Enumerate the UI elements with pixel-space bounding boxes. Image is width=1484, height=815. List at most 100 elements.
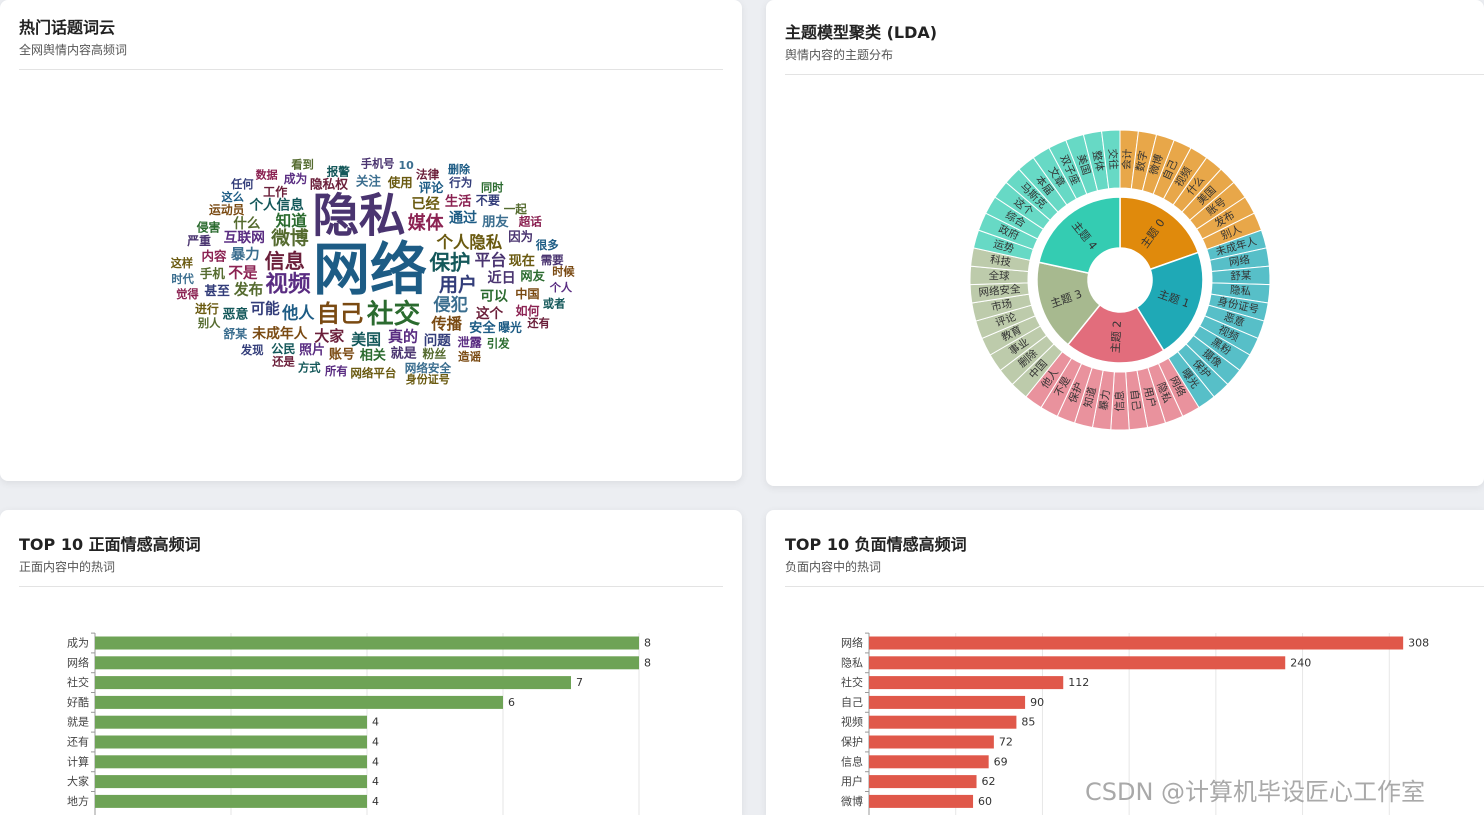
word: 美国 (351, 330, 381, 348)
word: 还是 (271, 354, 295, 368)
word: 同时 (481, 180, 503, 194)
word: 不是 (228, 264, 258, 281)
topic-sector (1119, 196, 1200, 271)
sector-label: 隐私 (1229, 284, 1252, 298)
value-label: 72 (999, 736, 1013, 749)
word: 因为 (508, 229, 533, 244)
bar (869, 775, 977, 789)
card: 成为 8 网络 8 社交 7 好酷 6 就是 4 还有 4 计算 4 大家 4 地方 4 TOP 10 正面情感高… (0, 510, 742, 815)
word: 恶意 (222, 306, 248, 322)
category-label: 网络 (841, 636, 863, 650)
word: 平台 (475, 250, 507, 269)
sector-label: 数字 (1133, 149, 1150, 172)
word: 法律 (416, 168, 440, 182)
word: 方式 (298, 360, 321, 374)
card-title: TOP 10 负面情感高频词 (785, 535, 967, 554)
word: 身份证号 (406, 372, 450, 386)
value-label: 4 (372, 795, 379, 808)
word: 内容 (201, 248, 227, 263)
bar (95, 695, 503, 709)
category-label: 社交 (67, 675, 89, 689)
category-label: 就是 (67, 715, 89, 729)
word: 使用 (387, 175, 413, 190)
sector-label: 运势 (992, 237, 1016, 255)
topic-sector (1066, 303, 1165, 364)
word: 造谣 (458, 350, 481, 364)
word: 严重 (186, 234, 211, 248)
word: 朋友 (482, 213, 509, 230)
word: 就是 (391, 345, 418, 361)
bar (95, 755, 367, 769)
category-label: 信息 (841, 754, 863, 768)
word: 曝光 (498, 320, 522, 334)
word: 隐私权 (310, 177, 348, 192)
word: 这么 (222, 190, 244, 204)
separator (19, 586, 723, 587)
word: 社交 (367, 299, 421, 330)
sector-label: 自己 (1128, 389, 1144, 412)
word: 自己 (317, 299, 364, 327)
word: 不要 (476, 193, 500, 208)
word: 10 (398, 159, 414, 172)
category-label: 微博 (841, 794, 863, 808)
word: 觉得 (176, 287, 199, 301)
category-label: 好酷 (67, 695, 89, 709)
card-subtitle: 正面内容中的热词 (19, 560, 116, 574)
sector-label: 舒某 (1230, 269, 1252, 283)
card: 网络 隐私 社交 自己 视频 保护 信息 用户 微博 媒体 侵犯 个人隐私 他人 平台 知道 传播 真的 美国 大家… (0, 0, 742, 481)
card-title: TOP 10 正面情感高频词 (19, 535, 201, 554)
value-label: 90 (1030, 696, 1044, 709)
word: 传播 (430, 315, 462, 333)
bar (869, 794, 974, 808)
word: 时代 (171, 272, 194, 286)
card: 主题 0 会计 数字 微博 自己 视频 什么 美国 账号 发布 别人 主题 1 未成年人 网络 舒某 隐私 身份… (766, 0, 1484, 486)
sector-label: 交往 (1106, 148, 1120, 170)
bar (95, 656, 639, 670)
word: 网络安全 (405, 361, 452, 375)
sector-label: 用户 (1141, 385, 1159, 409)
word: 暴力 (231, 245, 260, 263)
card-title: 主题模型聚类 (LDA) (785, 23, 938, 42)
word: 用户 (439, 273, 477, 296)
word: 进行 (195, 302, 219, 316)
topic-sector (1036, 261, 1101, 346)
word: 媒体 (408, 212, 444, 234)
category-label: 计算 (67, 754, 89, 768)
word: 可以 (480, 289, 508, 305)
value-label: 4 (372, 755, 379, 768)
separator (19, 69, 723, 70)
word: 甚至 (204, 283, 230, 298)
value-label: 4 (372, 736, 379, 749)
word-sector (1101, 129, 1121, 190)
value-label: 62 (982, 775, 996, 788)
word: 个人信息 (248, 196, 304, 213)
card-subtitle: 负面内容中的热词 (785, 560, 882, 574)
word: 个人 (549, 281, 573, 295)
word: 任何 (230, 177, 253, 191)
bar (869, 755, 989, 769)
value-label: 69 (994, 755, 1008, 768)
word: 工作 (263, 184, 287, 199)
category-label: 还有 (67, 735, 89, 749)
sector-label: 信息 (1113, 391, 1126, 412)
category-label: 成为 (67, 637, 89, 650)
word: 安全 (469, 319, 496, 336)
word: 所有 (325, 364, 348, 378)
watermark: CSDN @计算机毕设匠心工作室 (1085, 778, 1426, 806)
category-label: 网络 (67, 655, 89, 669)
bar (869, 636, 1404, 650)
bar (869, 715, 1017, 729)
word: 引发 (487, 337, 510, 351)
sector-label: 网络 (1228, 253, 1251, 269)
word: 大家 (314, 327, 344, 345)
bar (95, 636, 639, 650)
word: 照片 (299, 342, 325, 358)
word: 泄露 (458, 335, 483, 350)
category-label: 视频 (841, 715, 863, 729)
topic-sector (1135, 251, 1204, 352)
sector-label: 微博 (1147, 152, 1166, 176)
value-label: 7 (576, 676, 583, 689)
sector-label: 整体 (1090, 149, 1107, 173)
word: 这个 (476, 305, 504, 322)
sector-label: 科技 (989, 253, 1012, 269)
